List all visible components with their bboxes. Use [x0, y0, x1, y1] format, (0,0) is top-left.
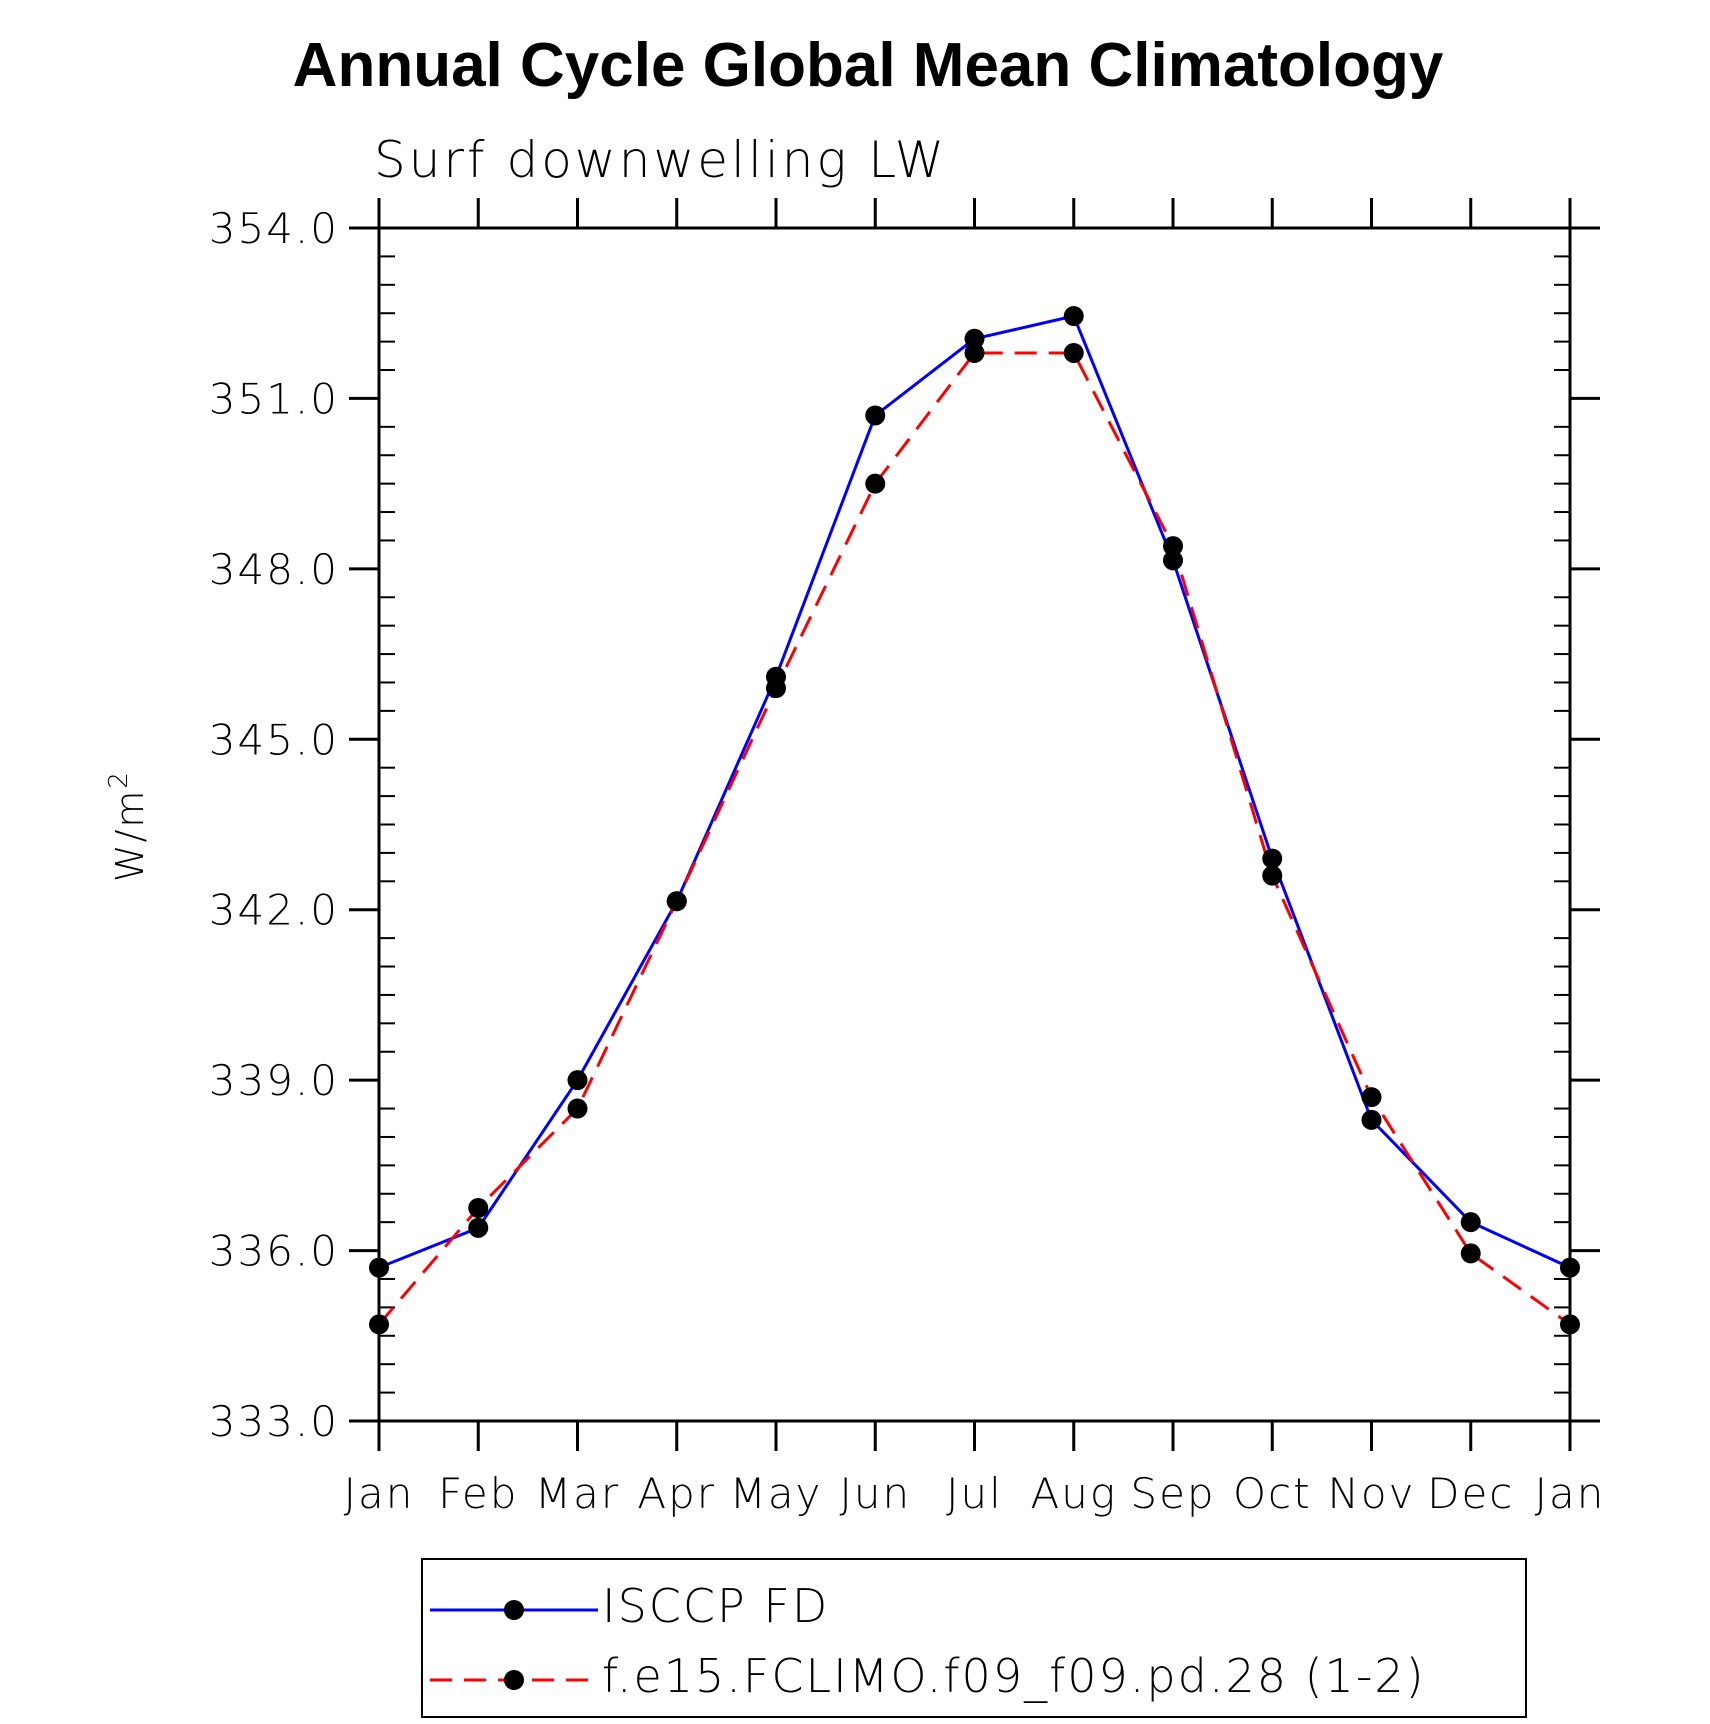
series-1-point — [1262, 865, 1283, 886]
series-0-point — [369, 1257, 389, 1278]
legend: ISCCP FD f.e15.FCLIMO.f09_f09.pd.28 (1-2… — [421, 1558, 1527, 1718]
x-axis-tick-labels: Jan Feb Mar Apr May Jun Jul Aug Sep Oct Nov Dec Jan — [344, 1469, 1606, 1518]
y-tick-label: 351.0 — [209, 374, 339, 423]
series-line-0 — [378, 314, 1571, 1270]
series-1-point — [468, 1197, 489, 1218]
x-tick-label: Sep — [1130, 1469, 1215, 1518]
legend-marker-0 — [504, 1600, 524, 1620]
y-tick-label: 354.0 — [209, 204, 339, 253]
x-tick-label: Jan — [344, 1469, 415, 1518]
axis-ticks — [349, 198, 1600, 1451]
x-tick-label: Jul — [946, 1469, 1003, 1518]
x-tick-label: Aug — [1030, 1469, 1117, 1518]
series-0-point — [1262, 848, 1283, 869]
series-0-point — [468, 1217, 489, 1238]
series-1-point — [666, 891, 687, 912]
series-1-point — [369, 1314, 389, 1335]
series-1-point — [865, 473, 886, 494]
series-0-point — [1361, 1109, 1382, 1130]
y-axis-label: W/m2 — [104, 770, 152, 882]
x-tick-label: Jun — [839, 1469, 911, 1518]
x-tick-label: Dec — [1427, 1469, 1514, 1518]
x-tick-label: Nov — [1328, 1469, 1416, 1518]
plot-frame — [377, 226, 1572, 1423]
series-layer — [369, 306, 1580, 1335]
y-tick-label: 333.0 — [209, 1397, 339, 1446]
x-tick-label: Jan — [1535, 1469, 1606, 1518]
series-1-point — [1560, 1314, 1580, 1335]
legend-label-isccp: ISCCP FD — [602, 1579, 829, 1633]
y-axis-label-base: W/m — [108, 789, 152, 882]
y-tick-label: 348.0 — [209, 545, 339, 594]
series-1-point — [567, 1098, 588, 1119]
series-1-point — [766, 678, 786, 699]
legend-box — [421, 1558, 1527, 1718]
legend-entries — [430, 1600, 598, 1690]
y-tick-label: 345.0 — [209, 715, 339, 764]
x-tick-label: Oct — [1233, 1469, 1312, 1518]
series-1-point — [964, 342, 985, 363]
legend-marker-1 — [504, 1670, 524, 1690]
series-0-point — [1163, 550, 1183, 571]
y-tick-label: 342.0 — [209, 886, 339, 935]
x-tick-label: Apr — [637, 1469, 716, 1518]
series-1-point — [1163, 536, 1183, 557]
y-tick-label: 339.0 — [209, 1056, 339, 1105]
series-0-point — [1560, 1257, 1580, 1278]
series-0-point — [1460, 1212, 1481, 1233]
series-0-point — [865, 405, 886, 426]
x-tick-label: Feb — [438, 1469, 518, 1518]
series-1-point — [1361, 1087, 1382, 1108]
series-0-point — [964, 328, 985, 349]
series-0-point — [567, 1070, 588, 1091]
legend-label-model: f.e15.FCLIMO.f09_f09.pd.28 (1-2) — [602, 1649, 1426, 1703]
chart-subtitle: Surf downwelling LW — [374, 131, 947, 189]
chart-title: Annual Cycle Global Mean Climatology — [293, 31, 1444, 100]
series-1-point — [1460, 1243, 1481, 1264]
x-tick-label: May — [730, 1469, 823, 1518]
y-axis-label-superscript: 2 — [104, 770, 134, 789]
y-axis-tick-labels: 333.0 336.0 339.0 342.0 345.0 348.0 351.0 354.0 — [209, 204, 339, 1446]
series-line-1 — [377, 351, 1571, 1326]
x-tick-label: Mar — [535, 1469, 620, 1518]
series-1-point — [1063, 342, 1084, 363]
series-0-point — [1063, 306, 1084, 327]
y-tick-label: 336.0 — [209, 1227, 339, 1276]
